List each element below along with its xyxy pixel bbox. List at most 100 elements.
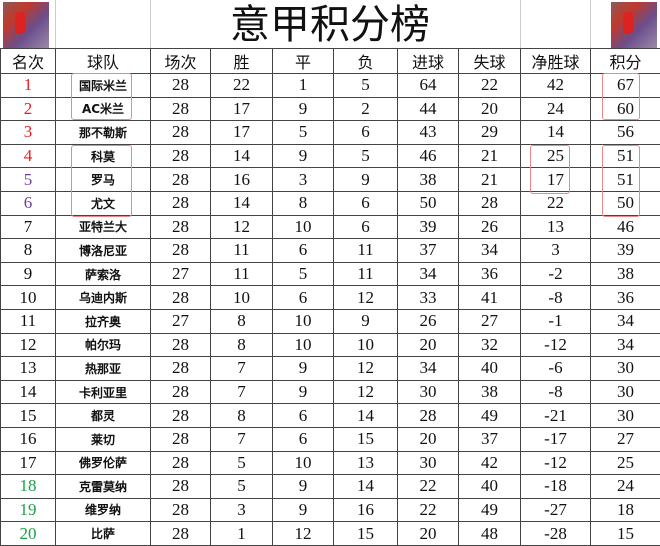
cell-goals-for: 46 [398,144,459,168]
cell-played: 28 [151,74,211,98]
cell-lost: 14 [334,475,398,499]
cell-won: 3 [211,498,273,522]
cell-drawn: 3 [273,168,334,192]
cell-goal-diff: -12 [521,333,591,357]
cell-team: 维罗纳 [56,498,151,522]
cell-team: 罗马 [56,168,151,192]
cell-team: 克雷莫纳 [56,475,151,499]
cell-drawn: 10 [273,309,334,333]
cell-goal-diff: -21 [521,404,591,428]
cell-rank: 9 [1,262,56,286]
cell-points: 27 [591,427,660,451]
cell-team: 卡利亚里 [56,380,151,404]
cell-lost: 6 [334,121,398,145]
cell-goals-against: 32 [459,333,521,357]
cell-drawn: 9 [273,357,334,381]
cell-goals-for: 37 [398,239,459,263]
cell-goals-against: 49 [459,404,521,428]
cell-team: AC米兰 [56,97,151,121]
cell-goals-against: 21 [459,144,521,168]
cell-team: 佛罗伦萨 [56,451,151,475]
cell-goals-for: 20 [398,427,459,451]
cell-goals-for: 22 [398,475,459,499]
title-row: 意甲积分榜 [0,0,660,49]
header-points: 积分 [591,49,660,74]
cell-played: 27 [151,262,211,286]
cell-drawn: 5 [273,262,334,286]
cell-drawn: 6 [273,427,334,451]
logo-image-right [611,2,657,48]
cell-won: 14 [211,191,273,215]
cell-rank: 8 [1,239,56,263]
cell-goal-diff: 24 [521,97,591,121]
cell-rank: 20 [1,522,56,546]
cell-points: 15 [591,522,660,546]
cell-team: 比萨 [56,522,151,546]
cell-rank: 11 [1,309,56,333]
header-drawn: 平 [273,49,334,74]
header-lost: 负 [334,49,398,74]
cell-goals-against: 41 [459,286,521,310]
cell-team: 尤文 [56,191,151,215]
cell-goal-diff: -27 [521,498,591,522]
cell-goal-diff: -1 [521,309,591,333]
cell-team: 亚特兰大 [56,215,151,239]
cell-goals-against: 28 [459,191,521,215]
cell-rank: 1 [1,74,56,98]
cell-rank: 10 [1,286,56,310]
cell-won: 8 [211,309,273,333]
cell-won: 10 [211,286,273,310]
cell-rank: 4 [1,144,56,168]
cell-points: 34 [591,309,660,333]
cell-goals-against: 38 [459,380,521,404]
cell-goals-for: 38 [398,168,459,192]
cell-played: 28 [151,97,211,121]
cell-goal-diff: 14 [521,121,591,145]
cell-played: 28 [151,239,211,263]
cell-goals-for: 30 [398,380,459,404]
cell-lost: 12 [334,380,398,404]
cell-goals-against: 42 [459,451,521,475]
cell-points: 30 [591,380,660,404]
cell-won: 17 [211,121,273,145]
logo-image-left [3,2,49,48]
cell-lost: 9 [334,309,398,333]
cell-lost: 12 [334,357,398,381]
cell-played: 28 [151,404,211,428]
cell-drawn: 6 [273,239,334,263]
cell-goals-against: 21 [459,168,521,192]
cell-rank: 12 [1,333,56,357]
cell-won: 12 [211,215,273,239]
cell-played: 28 [151,380,211,404]
cell-points: 46 [591,215,660,239]
cell-points: 56 [591,121,660,145]
cell-won: 17 [211,97,273,121]
cell-won: 22 [211,74,273,98]
cell-points: 25 [591,451,660,475]
cell-lost: 15 [334,522,398,546]
cell-drawn: 10 [273,215,334,239]
cell-drawn: 9 [273,475,334,499]
cell-goals-for: 34 [398,262,459,286]
cell-rank: 17 [1,451,56,475]
cell-points: 39 [591,239,660,263]
cell-goal-diff: -6 [521,357,591,381]
cell-goals-against: 34 [459,239,521,263]
cell-rank: 6 [1,191,56,215]
cell-team: 拉齐奥 [56,309,151,333]
header-goal-diff: 净胜球 [521,49,591,74]
cell-lost: 15 [334,427,398,451]
cell-played: 28 [151,333,211,357]
cell-points: 38 [591,262,660,286]
cell-points: 36 [591,286,660,310]
cell-rank: 13 [1,357,56,381]
cell-goals-against: 36 [459,262,521,286]
cell-drawn: 9 [273,97,334,121]
cell-played: 28 [151,121,211,145]
